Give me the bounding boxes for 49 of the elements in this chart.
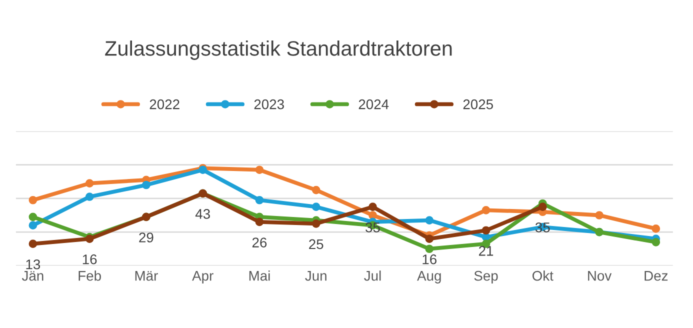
data-label: 13 [26,259,40,270]
point [368,211,377,220]
data-label: 16 [422,254,436,264]
point [595,211,604,220]
x-tick-label: Mai [249,270,270,281]
point [368,202,377,212]
point [28,240,38,248]
data-label: 29 [139,232,154,242]
data-label: 25 [309,239,324,250]
x-tick-label: Jun [305,271,326,281]
x-tick-label: Nov [588,271,612,281]
point [28,196,38,204]
point [652,238,660,246]
x-tick-label: Mär [135,271,158,281]
x-tick-label: Feb [78,270,101,281]
data-label: 26 [252,238,267,248]
point [312,219,320,228]
data-label: 21 [478,246,494,256]
x-tick-label: Aug [417,271,441,284]
point [142,180,150,190]
legend-label: 2025 [463,99,493,110]
chart-title: Zulassungsstatistik Standardtraktoren [105,40,452,60]
point [255,166,264,174]
point [312,202,320,212]
x-tick-label: Jul [364,270,381,281]
point [482,206,490,214]
x-tick-label: Okt [532,270,554,281]
point [28,221,38,230]
legend-label: 2023 [254,99,284,110]
point [312,186,320,194]
point [425,216,434,224]
point [255,218,264,226]
point [85,192,94,201]
data-label: 43 [195,209,210,219]
point [425,234,434,243]
point [538,202,547,212]
point [255,196,264,204]
legend-label: 2024 [358,99,389,110]
point [482,226,490,235]
x-tick-label: Dez [644,271,668,281]
point [652,224,660,233]
point [85,179,94,188]
x-tick-label: Jän [22,271,44,281]
point [425,244,434,254]
data-label: 16 [82,254,97,264]
x-tick-label: Apr [192,271,214,284]
legend-label: 2022 [150,99,180,110]
point [28,212,38,222]
x-tick-label: Sep [474,270,498,284]
